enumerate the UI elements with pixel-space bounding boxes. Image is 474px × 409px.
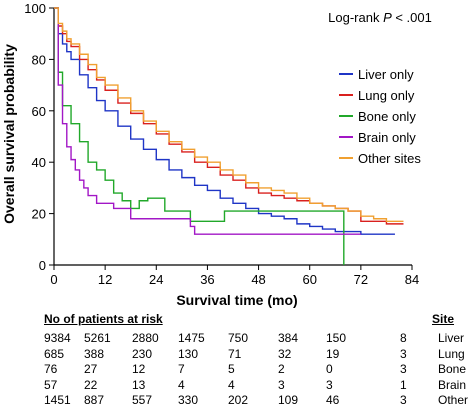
legend-label-brain-only: Brain only xyxy=(358,130,416,145)
risk-table-site-header: Site xyxy=(432,312,455,326)
risk-cell: 685 xyxy=(44,346,65,361)
risk-cell: 71 xyxy=(228,346,242,361)
risk-row-bone: 76 27 12 7 5 2 0 3 Bone xyxy=(0,362,474,378)
x-tick-label: 24 xyxy=(149,272,163,287)
y-tick-label: 80 xyxy=(32,52,46,67)
legend-label-liver-only: Liver only xyxy=(358,67,414,82)
risk-table-header: No of patients at risk xyxy=(44,312,163,326)
x-axis-title: Survival time (mo) xyxy=(176,292,297,308)
curve-other-sites xyxy=(54,7,404,223)
y-tick-label: 40 xyxy=(32,155,46,170)
risk-cell: 5261 xyxy=(84,331,111,345)
x-tick-label: 72 xyxy=(354,272,368,287)
risk-cell: 3 xyxy=(326,377,333,392)
risk-cell: 1475 xyxy=(178,331,205,345)
risk-site-label: Lung xyxy=(438,346,465,361)
risk-cell: 46 xyxy=(326,393,340,407)
curve-bone-only xyxy=(54,7,345,265)
risk-cell: 32 xyxy=(278,346,292,361)
risk-cell: 76 xyxy=(44,362,58,376)
risk-cell: 3 xyxy=(400,393,407,407)
risk-cell: 1 xyxy=(400,377,407,392)
risk-cell: 4 xyxy=(228,377,235,392)
risk-cell: 2 xyxy=(278,362,285,376)
risk-cell: 5 xyxy=(228,362,235,376)
risk-cell: 4 xyxy=(178,377,185,392)
risk-cell: 750 xyxy=(228,331,249,345)
risk-cell: 12 xyxy=(132,362,146,376)
logrank-annotation: Log-rank P < .001 xyxy=(328,10,432,25)
risk-cell: 130 xyxy=(178,346,199,361)
x-tick-label: 0 xyxy=(50,272,57,287)
legend-label-bone-only: Bone only xyxy=(358,109,416,124)
y-axis-title: Overall survival probability xyxy=(1,44,17,224)
risk-row-lung: 685 388 230 130 71 32 19 3 Lung xyxy=(0,347,474,363)
y-tick-label: 0 xyxy=(39,258,46,273)
risk-cell: 202 xyxy=(228,393,249,407)
legend-label-lung-only: Lung only xyxy=(358,88,415,103)
survival-chart: 0 12 24 36 48 60 72 84 0 20 40 60 80 100 Liver only Lu… xyxy=(1,1,432,308)
risk-site-label: Brain xyxy=(438,377,467,392)
risk-row-liver: 9384 5261 2880 1475 750 384 150 8 Liver xyxy=(0,331,474,347)
risk-row-brain: 57 22 13 4 4 3 3 1 Brain xyxy=(0,378,474,394)
risk-cell: 384 xyxy=(278,331,299,345)
y-tick-label: 20 xyxy=(32,207,46,222)
risk-cell: 230 xyxy=(132,346,153,361)
risk-cell: 9384 xyxy=(44,331,71,345)
risk-cell: 19 xyxy=(326,346,340,361)
x-tick-label: 12 xyxy=(98,272,112,287)
risk-cell: 150 xyxy=(326,331,347,345)
risk-cell: 57 xyxy=(44,377,58,392)
legend-label-other-sites: Other sites xyxy=(358,151,421,166)
risk-cell: 3 xyxy=(278,377,285,392)
risk-cell: 2880 xyxy=(132,331,159,345)
risk-cell: 330 xyxy=(178,393,199,407)
chart-legend: Liver only Lung only Bone only Brain only Ot… xyxy=(339,67,421,166)
x-tick-label: 36 xyxy=(200,272,214,287)
risk-cell: 0 xyxy=(326,362,333,376)
chart-curves xyxy=(54,7,404,265)
risk-cell: 3 xyxy=(400,362,407,376)
risk-cell: 388 xyxy=(84,346,105,361)
y-tick-label: 60 xyxy=(32,104,46,119)
risk-cell: 22 xyxy=(84,377,98,392)
x-tick-label: 48 xyxy=(251,272,265,287)
risk-cell: 13 xyxy=(132,377,146,392)
risk-cell: 8 xyxy=(400,331,407,345)
risk-row-other: 1451 887 557 330 202 109 46 3 Other xyxy=(0,393,474,409)
y-tick-label: 100 xyxy=(24,1,46,16)
curve-brain-only xyxy=(54,7,361,235)
risk-cell: 109 xyxy=(278,393,299,407)
risk-site-label: Other xyxy=(438,393,469,407)
x-tick-label: 84 xyxy=(405,272,419,287)
risk-cell: 1451 xyxy=(44,393,71,407)
chart-axes: 0 12 24 36 48 60 72 84 0 20 40 60 80 100 xyxy=(24,1,419,287)
curve-liver-only xyxy=(54,7,395,235)
risk-cell: 3 xyxy=(400,346,407,361)
risk-cell: 7 xyxy=(178,362,185,376)
risk-cell: 557 xyxy=(132,393,153,407)
risk-cell: 27 xyxy=(84,362,98,376)
risk-cell: 887 xyxy=(84,393,105,407)
risk-site-label: Liver xyxy=(438,331,465,345)
x-tick-label: 60 xyxy=(302,272,316,287)
risk-site-label: Bone xyxy=(438,362,467,376)
